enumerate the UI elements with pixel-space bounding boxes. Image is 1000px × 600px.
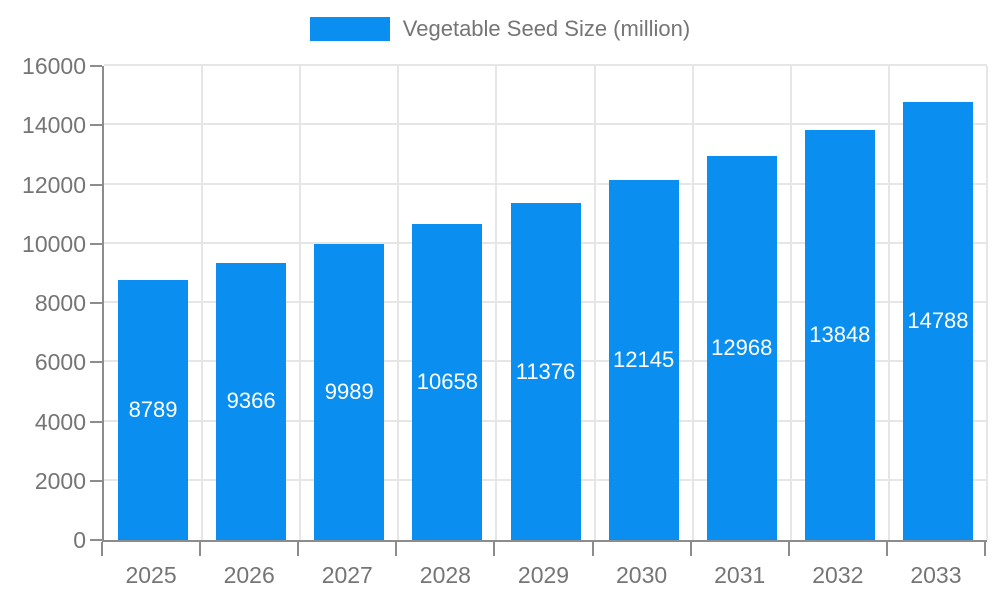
y-tick-label: 16000 [22,53,86,79]
x-axis-tick [493,542,496,556]
y-tick-label: 6000 [34,349,86,376]
y-tick-label: 14000 [22,112,86,139]
x-tick-label: 2030 [616,562,668,588]
x-axis-tick [984,542,986,556]
y-axis-tick [90,361,102,364]
gridline-vertical [495,66,498,540]
gridline-vertical [691,66,694,540]
x-tick-label: 2031 [714,562,766,588]
x-axis-tick [297,542,300,556]
gridline-horizontal [104,123,987,126]
y-tick-label: 2000 [34,467,86,494]
legend-swatch [309,17,390,41]
x-axis-tick [395,542,398,556]
y-tick-label: 12000 [22,171,86,198]
bar-value-label: 12145 [613,347,675,373]
x-tick-label: 2032 [812,562,864,588]
x-tick-label: 2025 [125,562,177,588]
y-axis-tick [90,124,102,127]
x-tick-label: 2027 [321,562,373,588]
bar-value-label: 11376 [515,358,576,384]
y-axis-tick [90,302,102,304]
x-tick-label: 2029 [517,562,570,588]
x-tick-label: 2033 [910,562,962,588]
bar[interactable]: 11376 [510,203,581,540]
bar-value-label: 10658 [416,369,478,395]
y-axis-tick [90,420,102,423]
y-axis-tick [90,183,102,186]
y-tick-label: 8000 [34,290,86,316]
x-tick-label: 2028 [419,562,471,588]
bar-value-label: 12968 [711,334,773,360]
gridline-vertical [887,66,890,540]
x-axis-tick [885,542,888,556]
bar-value-label: 8789 [128,396,178,422]
bar-value-label: 14788 [907,307,969,333]
bar-value-label: 13848 [809,321,871,347]
bar[interactable]: 14788 [902,101,973,540]
x-axis-tick [101,542,103,556]
x-axis-tick [591,542,594,556]
y-axis-tick [90,539,102,541]
gridline-vertical [593,66,596,540]
x-axis-tick [689,542,692,556]
bar[interactable]: 9366 [216,262,287,540]
bar[interactable]: 9989 [314,244,385,540]
gridline-vertical [299,66,302,540]
bar[interactable]: 8789 [118,279,189,540]
bar[interactable]: 12145 [608,180,679,540]
y-tick-label: 10000 [22,230,86,257]
gridline-vertical [789,66,792,540]
chart-legend[interactable]: Vegetable Seed Size (million) [0,16,1000,42]
legend-label: Vegetable Seed Size (million) [402,16,691,41]
plot-area: 8789 9366 9989 10658 11376 12145 12968 13848 147… [102,64,988,542]
y-axis-tick [90,242,102,245]
bar-value-label: 9989 [324,379,374,405]
gridline-vertical [397,66,400,540]
y-tick-label: 4000 [34,408,86,435]
x-axis-tick [787,542,790,556]
bar[interactable]: 12968 [706,155,777,540]
x-axis-tick [199,542,202,556]
gridline-horizontal [104,64,987,66]
gridline-horizontal [104,182,987,185]
y-axis-tick [90,65,102,67]
y-tick-label: 0 [73,527,86,553]
gridline-vertical [986,66,988,540]
gridline-vertical [201,66,204,540]
bar-value-label: 9366 [226,388,276,414]
y-axis-tick [90,479,102,482]
bar[interactable]: 13848 [804,129,875,540]
x-tick-label: 2026 [223,562,275,588]
bar[interactable]: 10658 [412,224,483,540]
